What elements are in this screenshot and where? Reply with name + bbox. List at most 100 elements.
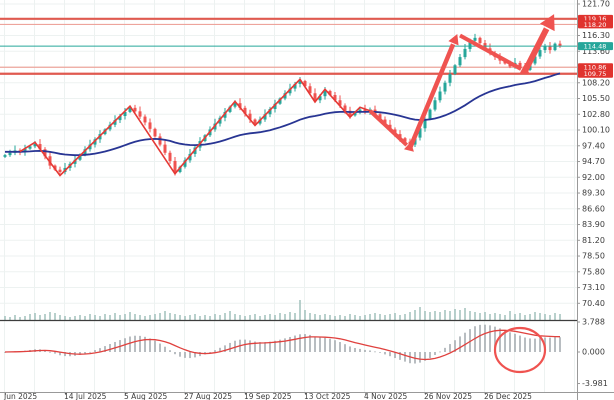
macd-histogram-bar bbox=[389, 352, 391, 357]
volume-bar bbox=[114, 313, 116, 320]
candle bbox=[238, 103, 242, 108]
candle bbox=[343, 105, 347, 111]
candle bbox=[83, 149, 87, 155]
macd-histogram-bar bbox=[259, 342, 261, 352]
macd-histogram-bar bbox=[464, 332, 466, 352]
candle bbox=[318, 96, 322, 101]
volume-bar bbox=[269, 314, 271, 320]
moving-average-line bbox=[5, 72, 561, 157]
macd-tick-label: 0.000 bbox=[582, 348, 605, 357]
candle bbox=[468, 40, 472, 49]
macd-histogram-bar bbox=[424, 352, 426, 361]
volume-bar bbox=[334, 316, 336, 320]
macd-histogram-bar bbox=[284, 338, 286, 352]
volume-bar bbox=[284, 314, 286, 320]
volume-bar bbox=[179, 315, 181, 320]
price-level-badge-label: 119.16 bbox=[584, 15, 607, 23]
volume-bar bbox=[364, 315, 366, 320]
candle bbox=[278, 98, 282, 104]
macd-histogram-bar bbox=[539, 338, 541, 352]
volume-bar bbox=[19, 317, 21, 320]
volume-bar bbox=[229, 311, 231, 320]
macd-histogram-bar bbox=[329, 338, 331, 352]
macd-histogram-bar bbox=[534, 338, 536, 352]
macd-histogram-bar bbox=[4, 352, 6, 353]
candle bbox=[168, 152, 172, 161]
volume-bar bbox=[439, 312, 441, 320]
volume-bar bbox=[199, 316, 201, 320]
candle bbox=[113, 120, 117, 125]
candle bbox=[133, 107, 137, 112]
macd-histogram-bar bbox=[169, 350, 171, 352]
candle bbox=[228, 106, 232, 112]
candle bbox=[458, 57, 462, 66]
macd-histogram-bar bbox=[199, 352, 201, 357]
candle bbox=[533, 56, 537, 64]
price-tick-label: 105.50 bbox=[582, 94, 610, 103]
price-tick-label: 73.10 bbox=[582, 283, 605, 292]
candle bbox=[128, 107, 132, 112]
candle bbox=[258, 119, 262, 124]
volume-bar bbox=[99, 316, 101, 320]
macd-histogram-bar bbox=[509, 332, 511, 352]
candle bbox=[298, 81, 302, 84]
macd-layer bbox=[4, 324, 561, 374]
macd-histogram-bar bbox=[439, 351, 441, 353]
price-axis[interactable]: 121.70 116.30 113.60 108.20 105.50 102.80 100.… bbox=[577, 0, 610, 388]
candle bbox=[123, 111, 127, 117]
volume-bar bbox=[354, 315, 356, 320]
price-tick-label: 116.30 bbox=[582, 31, 610, 40]
volume-bar bbox=[529, 314, 531, 320]
macd-histogram-bar bbox=[139, 335, 141, 352]
volume-bar bbox=[159, 313, 161, 320]
volume-bar bbox=[504, 315, 506, 320]
macd-histogram-bar bbox=[49, 351, 51, 353]
candle bbox=[253, 119, 257, 124]
volume-bar bbox=[34, 313, 36, 320]
time-tick-label: 4 Nov 2025 bbox=[364, 392, 407, 400]
candle bbox=[328, 90, 332, 96]
macd-histogram-bar bbox=[224, 345, 226, 352]
macd-histogram-bar bbox=[174, 352, 176, 355]
price-axis-background bbox=[578, 0, 614, 400]
macd-histogram-bar bbox=[234, 340, 236, 352]
candle bbox=[108, 124, 112, 130]
time-tick-label: 26 Nov 2025 bbox=[424, 392, 472, 400]
volume-bar bbox=[44, 314, 46, 320]
volume-bar bbox=[479, 313, 481, 320]
time-tick-label: Jun 2025 bbox=[3, 392, 37, 400]
candle bbox=[273, 103, 277, 110]
zigzag-pattern-line bbox=[19, 78, 371, 177]
volume-bar bbox=[524, 315, 526, 320]
candle bbox=[453, 65, 457, 75]
candle bbox=[268, 109, 272, 115]
macd-histogram-bar bbox=[104, 346, 106, 352]
price-level-badge-label: 118.20 bbox=[584, 21, 607, 29]
volume-bar bbox=[409, 312, 411, 320]
volume-bar bbox=[494, 313, 496, 320]
volume-bar bbox=[49, 312, 51, 320]
candle bbox=[558, 43, 562, 47]
macd-histogram-bar bbox=[229, 342, 231, 352]
candle bbox=[363, 109, 367, 112]
time-axis[interactable]: Jun 2025 14 Jul 2025 5 Aug 2025 27 Aug 2025… bbox=[3, 392, 532, 400]
volume-bar bbox=[514, 314, 516, 320]
volume-bar bbox=[369, 314, 371, 320]
volume-bar bbox=[209, 316, 211, 320]
trend-arrow-head bbox=[539, 14, 555, 32]
volume-bar bbox=[414, 310, 416, 320]
macd-histogram-bar bbox=[354, 347, 356, 352]
macd-histogram-bar bbox=[79, 352, 81, 355]
macd-histogram-bar bbox=[59, 352, 61, 356]
trend-arrow-shaft bbox=[407, 43, 456, 149]
macd-histogram-bar bbox=[554, 337, 556, 352]
price-tick-label: 94.70 bbox=[582, 157, 605, 166]
candle bbox=[183, 160, 187, 167]
candle bbox=[288, 88, 292, 94]
macd-histogram-bar bbox=[209, 352, 211, 353]
volume-bar bbox=[434, 311, 436, 320]
volume-bar bbox=[149, 315, 151, 320]
candle bbox=[478, 37, 482, 44]
macd-histogram-bar bbox=[519, 335, 521, 352]
